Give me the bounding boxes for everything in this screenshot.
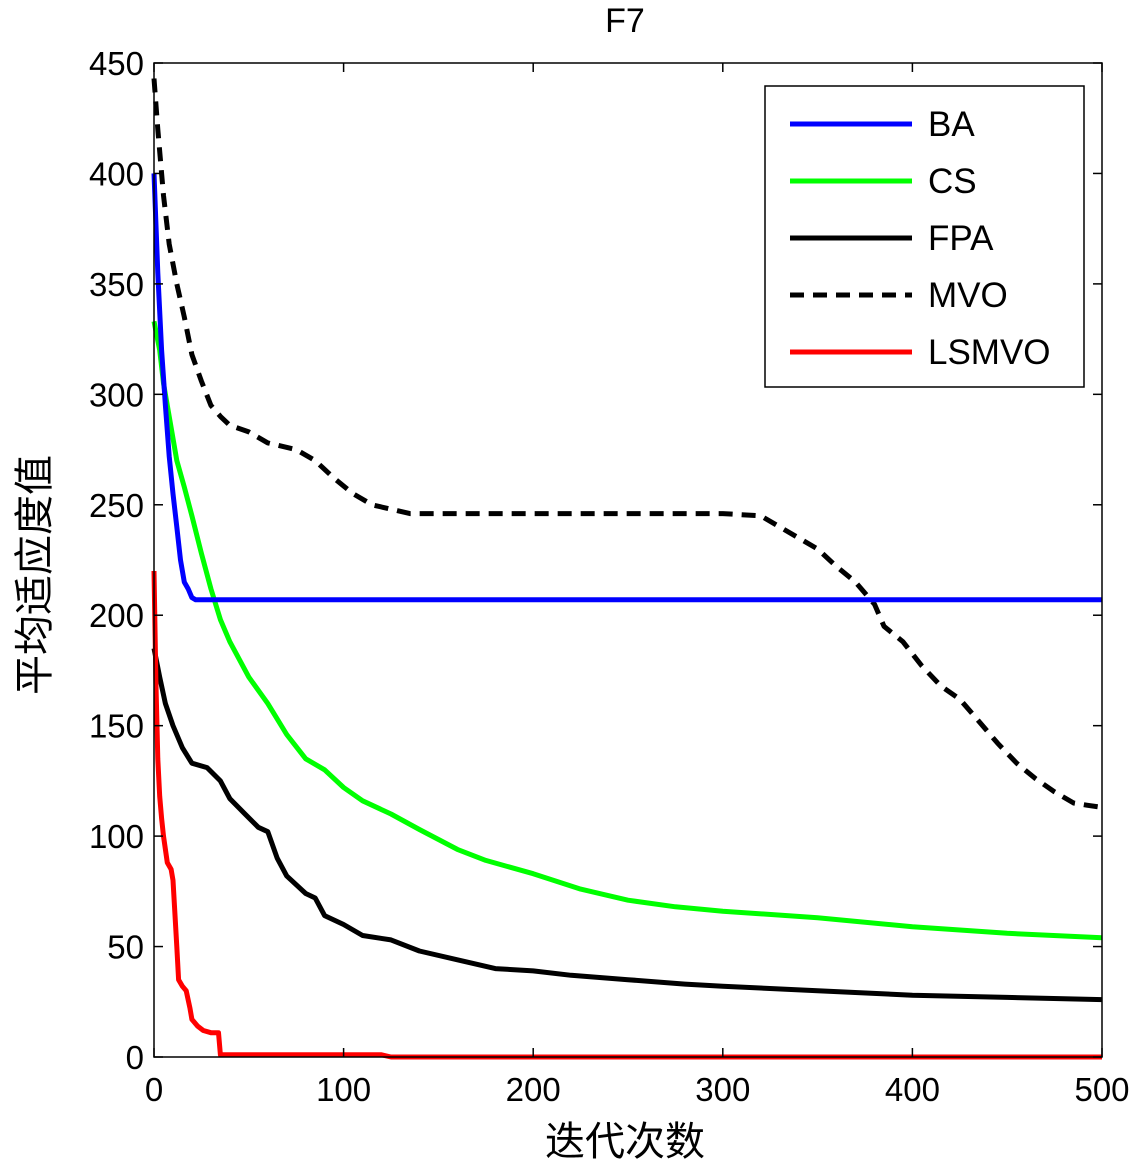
legend-label: CS — [928, 162, 977, 201]
ticks-layer: 0 100 200 300 400 500 0 50 100 150 200 250 300 350 400… — [89, 45, 1130, 1108]
legend-item-mvo: MVO — [790, 276, 1008, 315]
x-tick-label: 400 — [885, 1071, 940, 1108]
series-layer — [151, 78, 1103, 1060]
y-tick-label: 350 — [89, 266, 144, 303]
series-line-cs — [151, 320, 1103, 941]
y-tick-label: 50 — [107, 929, 144, 966]
y-tick-label: 300 — [89, 376, 144, 413]
chart-title: F7 — [605, 2, 645, 40]
legend-item-cs: CS — [790, 162, 977, 201]
x-tick-label: 0 — [145, 1071, 163, 1108]
x-tick-label: 300 — [695, 1071, 750, 1108]
series-line-fpa — [151, 647, 1103, 1003]
series-line-mvo — [151, 78, 1103, 810]
x-tick-label: 500 — [1074, 1071, 1129, 1108]
series-line-lsmvo — [151, 570, 1102, 1060]
y-tick-label: 200 — [89, 597, 144, 634]
y-tick-label: 150 — [89, 708, 144, 745]
y-tick-label: 100 — [89, 818, 144, 855]
legend-item-lsmvo: LSMVO — [790, 333, 1051, 372]
legend-label: MVO — [928, 276, 1008, 315]
y-tick-label: 0 — [126, 1039, 144, 1076]
legend-items: BA CS FPA MVO LSMVO — [790, 105, 1051, 372]
y-tick-label: 250 — [89, 487, 144, 524]
x-axis-label: 迭代次数 — [545, 1119, 705, 1162]
series-line-ba — [151, 173, 1102, 603]
legend-label: LSMVO — [928, 333, 1051, 372]
y-tick-label: 400 — [89, 155, 144, 192]
legend-item-fpa: FPA — [790, 219, 994, 258]
x-tick-label: 200 — [506, 1071, 561, 1108]
plot-frame — [153, 62, 1103, 1058]
y-tick-label: 450 — [89, 45, 144, 82]
legend-item-ba: BA — [790, 105, 975, 144]
y-axis-label: 平均适应度值 — [12, 455, 58, 695]
legend: BA CS FPA MVO LSMVO — [764, 85, 1085, 388]
x-tick-label: 100 — [316, 1071, 371, 1108]
legend-label: BA — [928, 105, 975, 144]
legend-label: FPA — [928, 219, 994, 258]
